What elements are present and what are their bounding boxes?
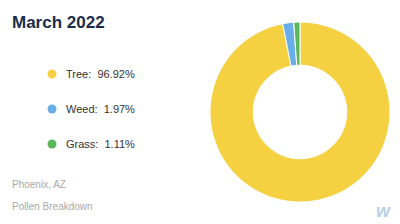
title: March 2022 xyxy=(12,13,105,32)
donut xyxy=(210,22,390,202)
slice xyxy=(210,22,390,202)
legend-label: Tree: 96.92% xyxy=(66,68,135,80)
chart: March 2022 Tree: 96.92% Weed: 1.97% Grass: … xyxy=(0,0,400,224)
annotation: Pollen Breakdown xyxy=(12,201,93,212)
annotation: Phoenix, AZ xyxy=(12,179,66,190)
legend-label: Grass: 1.11% xyxy=(66,138,135,150)
legend-swatch xyxy=(48,140,57,149)
legend-swatch xyxy=(48,105,57,114)
legend-label: Weed: 1.97% xyxy=(66,103,135,115)
watermark: w xyxy=(376,201,391,221)
slice xyxy=(294,22,300,65)
legend: Tree: 96.92% Weed: 1.97% Grass: 1.11% xyxy=(48,68,136,150)
legend-swatch xyxy=(48,70,57,79)
